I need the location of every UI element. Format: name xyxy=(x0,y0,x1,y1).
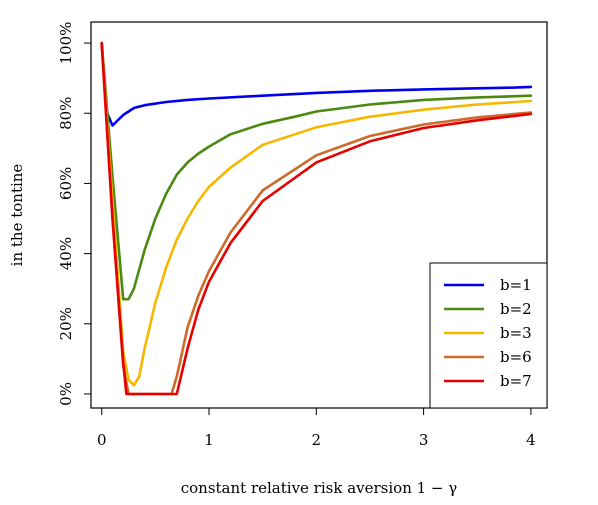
y-axis: 0% 20% 40% 60% 80% 100% xyxy=(57,22,92,406)
series-layer xyxy=(100,41,533,396)
x-tick-label: 3 xyxy=(419,431,429,449)
y-tick-label: 40% xyxy=(57,237,75,270)
y-axis-title: in the tontine xyxy=(8,164,26,267)
series-line-b6 xyxy=(100,41,533,396)
y-tick-label: 0% xyxy=(57,382,75,406)
series-line-b2 xyxy=(100,41,533,301)
legend-label: b=7 xyxy=(500,372,532,390)
legend-label: b=1 xyxy=(500,276,532,294)
series-line-b7 xyxy=(100,41,533,396)
series-line-b3 xyxy=(100,41,533,387)
x-tick-label: 0 xyxy=(97,431,107,449)
legend-label: b=2 xyxy=(500,300,532,318)
series-line-b1 xyxy=(100,41,533,127)
y-tick-label: 60% xyxy=(57,167,75,200)
legend-label: b=3 xyxy=(500,324,532,342)
x-axis: 0 1 2 3 4 xyxy=(97,407,536,449)
x-tick-label: 2 xyxy=(312,431,322,449)
x-tick-label: 4 xyxy=(526,431,536,449)
legend: b=1 b=2 b=3 b=6 b=7 xyxy=(429,262,548,409)
y-tick-label: 80% xyxy=(57,97,75,130)
legend-label: b=6 xyxy=(500,348,532,366)
x-tick-label: 1 xyxy=(204,431,214,449)
legend-box xyxy=(429,262,548,409)
y-tick-label: 20% xyxy=(57,307,75,340)
x-axis-title: constant relative risk aversion 1 − γ xyxy=(181,479,458,497)
y-tick-label: 100% xyxy=(57,22,75,65)
